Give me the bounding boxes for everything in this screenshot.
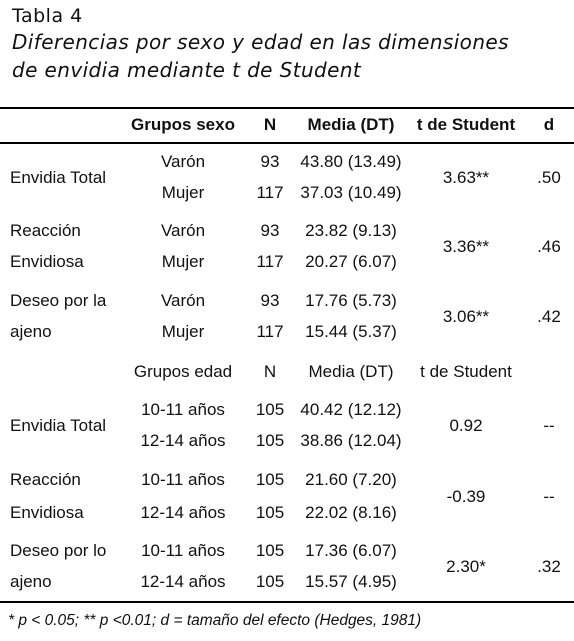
dimension-label: Reacción [10,221,81,240]
group-cell: Mujer [161,322,205,341]
table-label: Tabla 4 [12,5,83,27]
header-grupos-sexo: Grupos sexo [131,115,235,134]
media-cell: 22.02 (8.16) [305,503,397,522]
t-cell: 3.36** [442,236,490,256]
n-cell: 105 [255,470,285,489]
n-cell: 93 [260,291,280,310]
n-cell: 117 [256,252,284,271]
d-cell: -- [543,415,555,435]
media-cell: 23.82 (9.13) [305,221,397,240]
header-rule [0,142,574,144]
dimension-label: Envidia Total [10,415,107,435]
media-cell: 20.27 (6.07) [305,252,397,271]
d-cell: .46 [537,236,561,256]
t-cell: -0.39 [446,486,486,506]
dimension-label: Deseo por la [10,291,107,310]
header-grupos-edad: Grupos edad [133,362,233,381]
n-cell: 105 [255,400,285,419]
group-cell: Mujer [161,252,205,271]
header-n-edad: N [263,362,277,381]
media-cell: 17.36 (6.07) [305,541,397,560]
media-cell: 15.44 (5.37) [305,322,397,341]
dimension-label: Envidia Total [10,167,107,187]
media-cell: 15.57 (4.95) [305,572,397,591]
group-cell: 12-14 años [140,503,226,522]
n-cell: 117 [256,322,284,341]
bottom-rule [0,601,574,603]
table-title-line-2: de envidia mediante t de Student [12,58,362,82]
group-cell: Mujer [161,183,205,202]
media-cell: 37.03 (10.49) [300,183,402,202]
top-rule [0,107,574,109]
group-cell: 10-11 años [141,541,225,560]
t-cell: 3.06** [442,306,490,326]
n-cell: 93 [260,221,280,240]
media-cell: 21.60 (7.20) [305,470,397,489]
header-n: N [263,115,277,134]
header-t-student: t de Student [416,115,516,134]
media-cell: 40.42 (12.12) [300,400,402,419]
dimension-label: Envidiosa [10,252,84,271]
header-d: d [543,115,555,134]
media-cell: 38.86 (12.04) [300,431,402,450]
n-cell: 117 [256,183,284,202]
dimension-label: Envidiosa [10,503,84,522]
dimension-label: ajeno [10,572,52,591]
dimension-label: Reacción [10,470,81,489]
header-media: Media (DT) [307,115,395,134]
group-cell: 10-11 años [141,400,225,419]
d-cell: .42 [537,306,561,326]
group-cell: 12-14 años [140,431,226,450]
t-cell: 3.63** [442,167,490,187]
group-cell: Varón [160,152,206,171]
table-footnote: * p < 0.05; ** p <0.01; d = tamaño del e… [8,612,422,629]
d-cell: .32 [537,556,561,576]
group-cell: Varón [160,221,206,240]
table-title-line-1: Diferencias por sexo y edad en las dimen… [12,30,509,54]
n-cell: 105 [255,431,285,450]
group-cell: 10-11 años [141,470,225,489]
media-cell: 43.80 (13.49) [300,152,402,171]
group-cell: 12-14 años [140,572,226,591]
t-cell: 0.92 [449,415,483,435]
n-cell: 105 [255,503,285,522]
group-cell: Varón [160,291,206,310]
d-cell: .50 [537,167,561,187]
media-cell: 17.76 (5.73) [305,291,397,310]
d-cell: -- [543,486,555,506]
table-caption: Tabla 4 Diferencias por sexo y edad en l… [12,4,509,84]
t-cell: 2.30* [446,556,486,576]
n-cell: 105 [255,541,285,560]
header-t-student-edad: t de Student [420,362,512,381]
dimension-label: ajeno [10,322,52,341]
n-cell: 105 [255,572,285,591]
header-media-edad: Media (DT) [308,362,394,381]
n-cell: 93 [260,152,280,171]
dimension-label: Deseo por lo [10,541,107,560]
